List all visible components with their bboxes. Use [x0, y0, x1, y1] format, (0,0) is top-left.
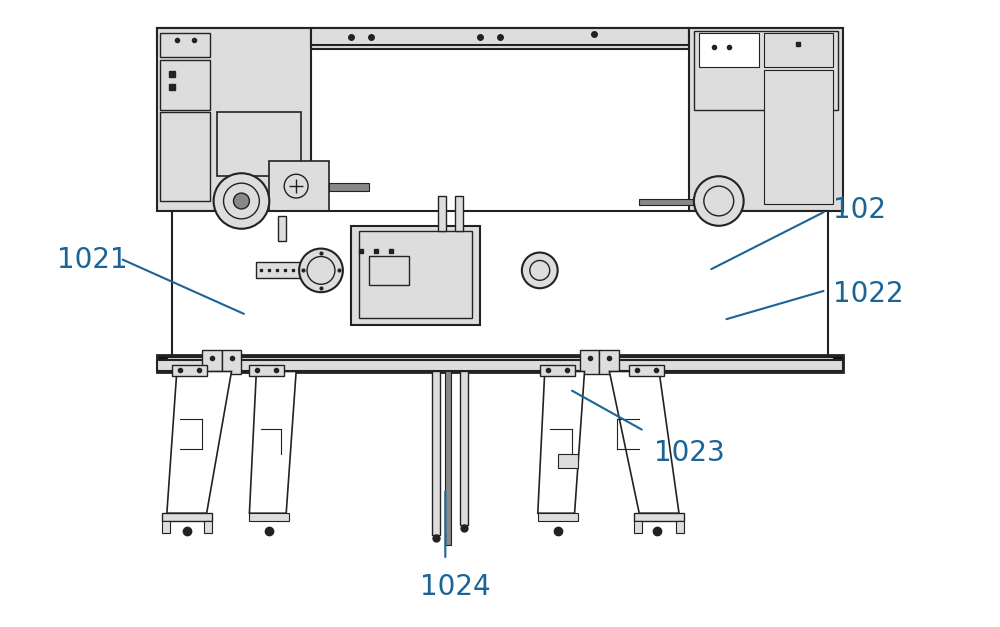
- Circle shape: [704, 186, 734, 216]
- Bar: [445, 371, 451, 545]
- Bar: [694, 31, 838, 110]
- Bar: [538, 514, 578, 521]
- Bar: [278, 216, 286, 241]
- Bar: [369, 256, 409, 285]
- Text: 1024: 1024: [420, 572, 491, 601]
- Circle shape: [522, 253, 558, 288]
- Bar: [764, 70, 833, 204]
- Circle shape: [530, 260, 550, 280]
- Bar: [634, 514, 684, 521]
- Text: 1023: 1023: [654, 439, 725, 467]
- Polygon shape: [167, 371, 232, 514]
- Bar: [222, 350, 241, 374]
- Bar: [204, 521, 212, 533]
- Circle shape: [284, 174, 308, 198]
- Circle shape: [224, 183, 259, 219]
- Bar: [634, 521, 642, 533]
- Bar: [329, 183, 369, 191]
- Bar: [217, 112, 301, 176]
- Bar: [599, 350, 619, 374]
- Bar: [540, 364, 575, 376]
- Bar: [455, 196, 463, 231]
- Bar: [167, 29, 831, 41]
- Polygon shape: [609, 371, 679, 514]
- Circle shape: [299, 248, 343, 292]
- Bar: [764, 33, 833, 67]
- Bar: [157, 28, 311, 211]
- Bar: [256, 263, 301, 278]
- Bar: [172, 364, 207, 376]
- Bar: [699, 33, 759, 67]
- Text: 102: 102: [833, 196, 886, 224]
- Bar: [167, 357, 833, 364]
- Bar: [432, 371, 440, 535]
- Bar: [202, 350, 222, 374]
- Text: 1022: 1022: [833, 280, 904, 308]
- Bar: [460, 371, 468, 525]
- Bar: [676, 521, 684, 533]
- Bar: [639, 199, 714, 205]
- Bar: [580, 350, 599, 374]
- Bar: [172, 211, 828, 360]
- Text: 1021: 1021: [57, 246, 128, 273]
- Polygon shape: [538, 371, 585, 514]
- Circle shape: [214, 173, 269, 229]
- Circle shape: [694, 176, 744, 226]
- Bar: [157, 360, 843, 371]
- Bar: [160, 112, 210, 201]
- Bar: [249, 514, 289, 521]
- Bar: [157, 355, 843, 372]
- Bar: [438, 196, 446, 231]
- Bar: [162, 514, 212, 521]
- Bar: [249, 364, 284, 376]
- Bar: [629, 364, 664, 376]
- Bar: [311, 28, 689, 45]
- Bar: [351, 226, 480, 325]
- Bar: [269, 161, 329, 211]
- Circle shape: [307, 256, 335, 284]
- Bar: [558, 454, 578, 468]
- Bar: [160, 60, 210, 110]
- Circle shape: [233, 193, 249, 209]
- Bar: [689, 28, 843, 211]
- Bar: [160, 33, 210, 57]
- Bar: [157, 28, 841, 50]
- Bar: [359, 231, 472, 318]
- Bar: [162, 521, 170, 533]
- Polygon shape: [249, 371, 296, 514]
